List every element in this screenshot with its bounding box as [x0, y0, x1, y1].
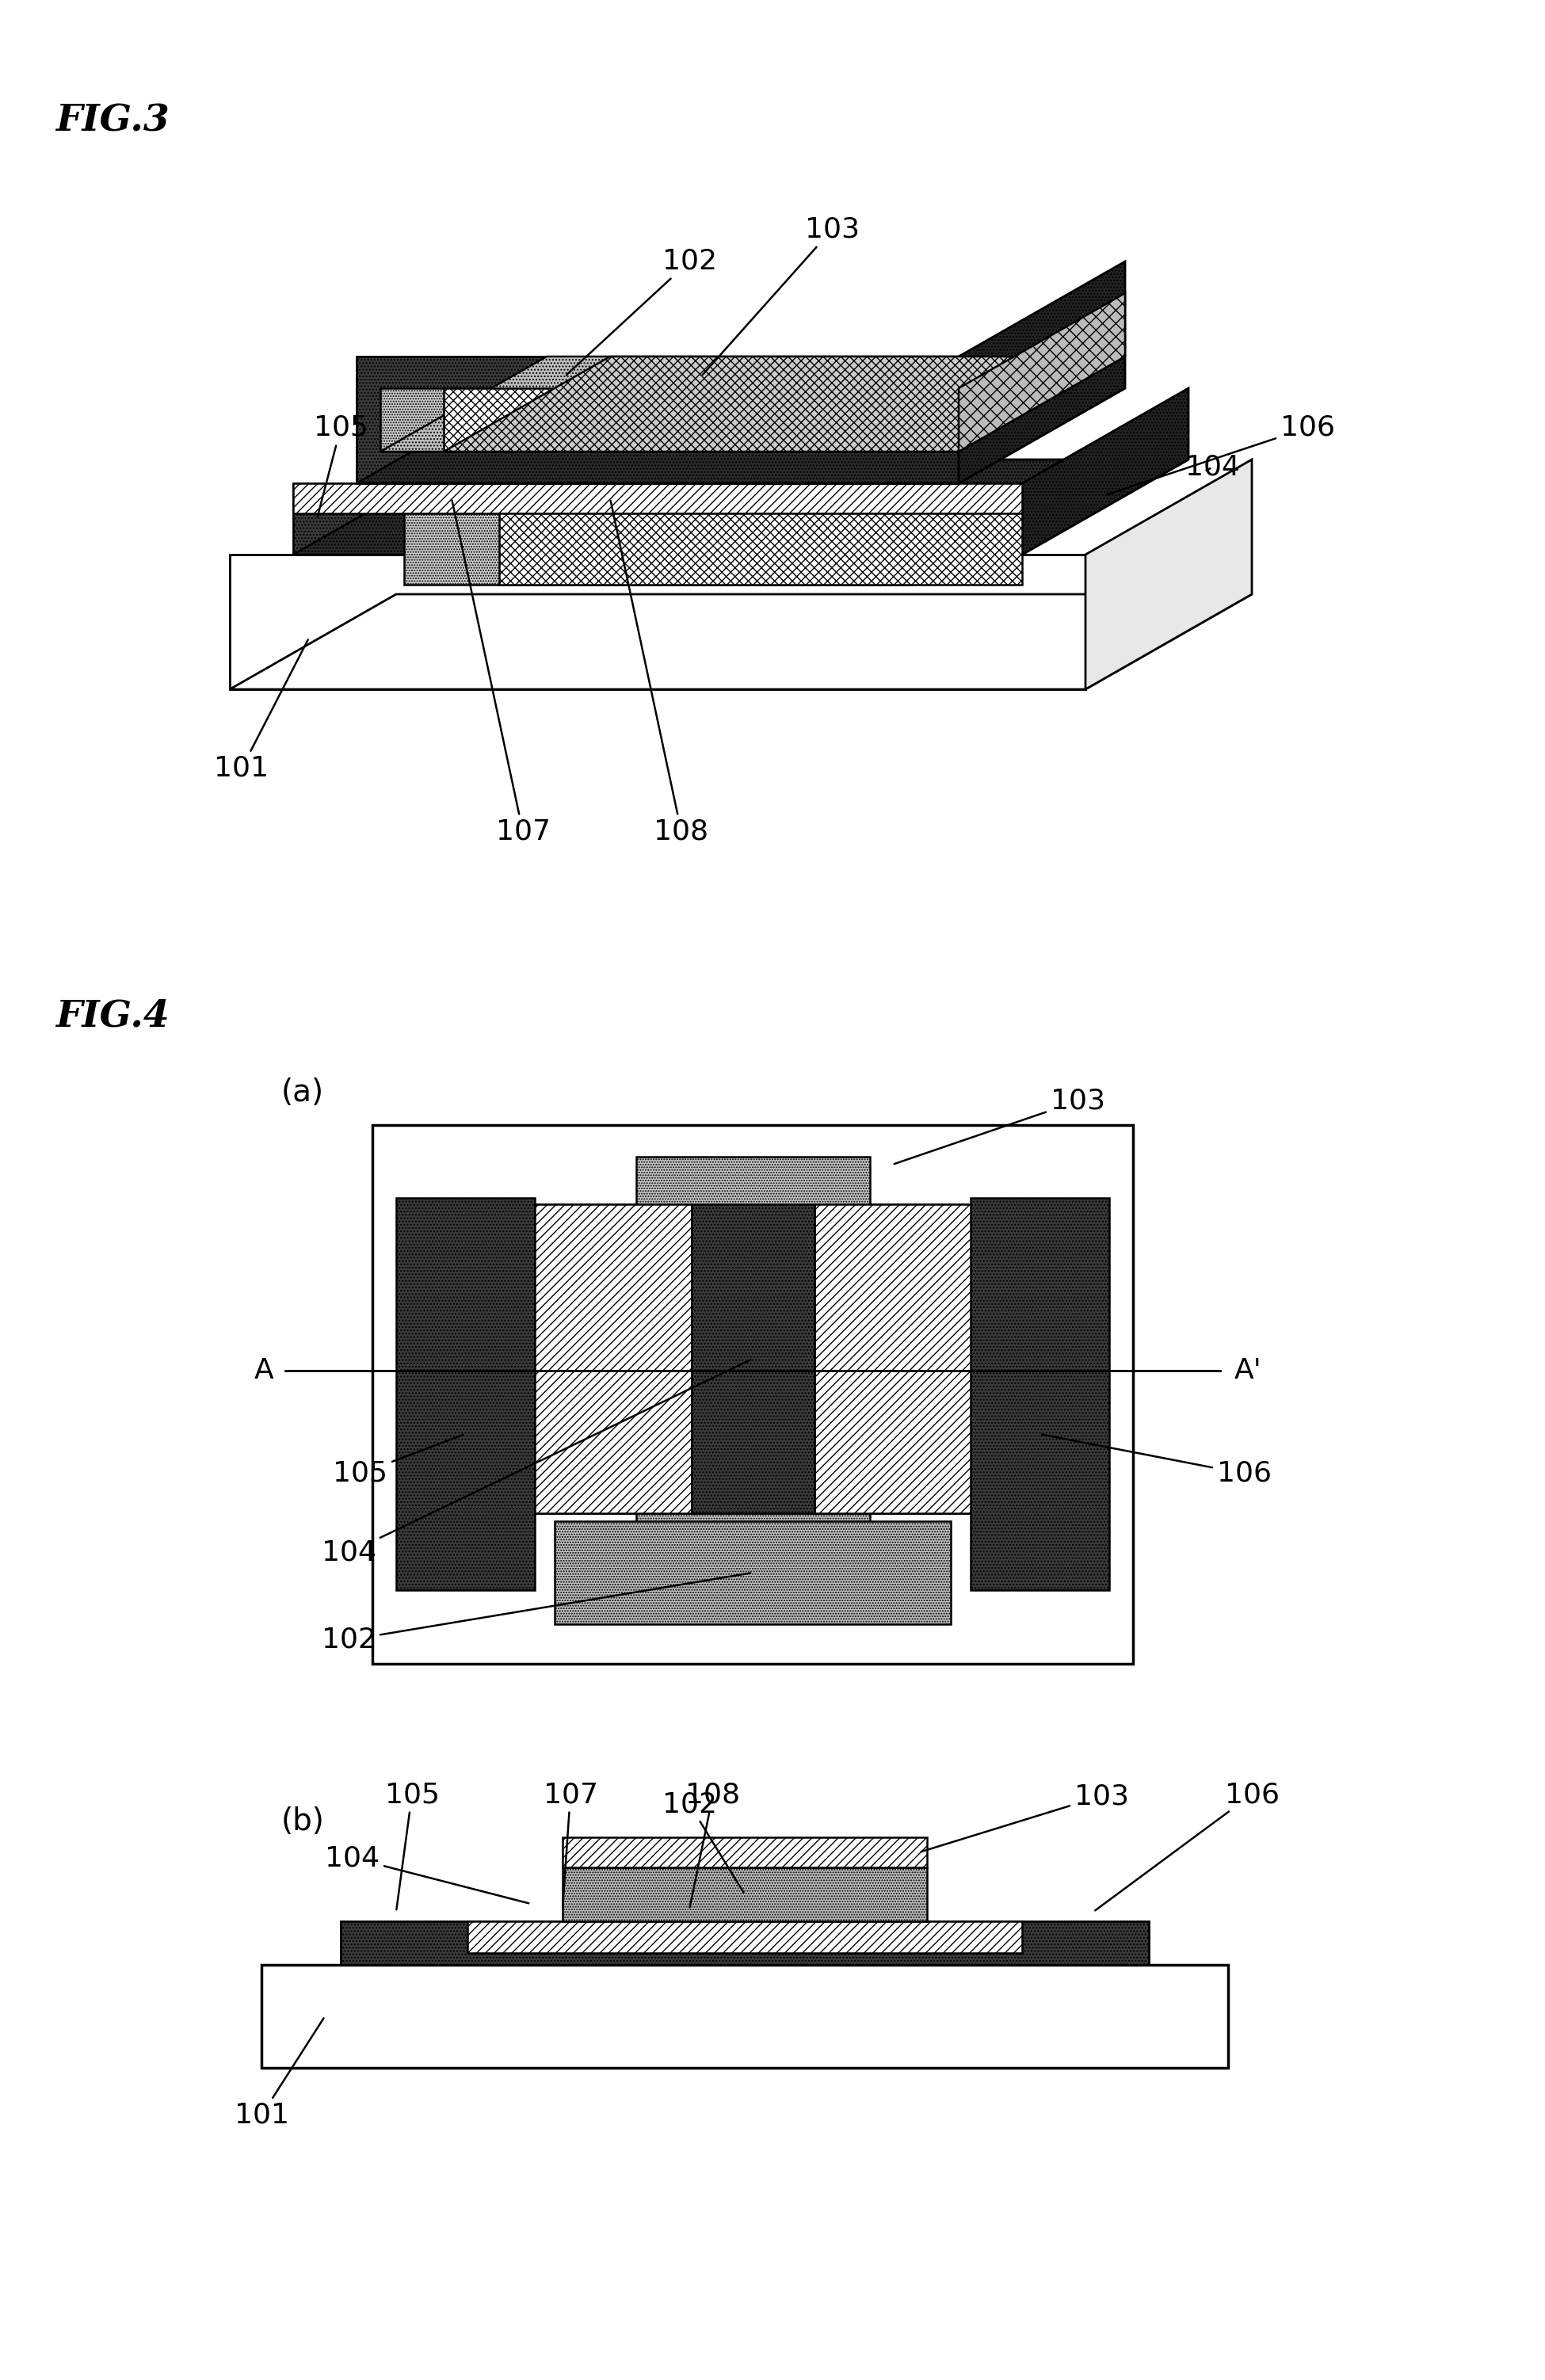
Polygon shape [357, 388, 1125, 483]
Text: 105: 105 [334, 1435, 464, 1488]
Polygon shape [959, 262, 1125, 483]
Text: 108: 108 [610, 500, 709, 845]
Bar [372, 1126, 1132, 1664]
Polygon shape [405, 514, 912, 585]
Bar [814, 1204, 970, 1514]
Polygon shape [294, 459, 1188, 555]
Text: 101: 101 [215, 640, 307, 783]
Polygon shape [499, 514, 1023, 585]
Text: 103: 103 [921, 1783, 1129, 1852]
Text: 101: 101 [235, 2018, 323, 2128]
Text: 105: 105 [314, 414, 368, 516]
Text: 104: 104 [321, 1359, 751, 1566]
Text: 102: 102 [321, 1573, 751, 1654]
Text: 107: 107 [544, 1780, 598, 1906]
Bar [555, 1521, 950, 1623]
Text: 105: 105 [385, 1780, 439, 1909]
Text: 108: 108 [686, 1780, 740, 1906]
Polygon shape [230, 595, 1251, 690]
Text: 107: 107 [453, 500, 550, 845]
Polygon shape [443, 357, 1125, 452]
Text: FIG.4: FIG.4 [56, 997, 170, 1035]
Bar [637, 1157, 870, 1528]
Bar [692, 1204, 814, 1514]
Bar [396, 1197, 535, 1590]
Text: (a): (a) [281, 1078, 324, 1107]
Text: 106: 106 [1041, 1435, 1272, 1488]
Text: FIG.3: FIG.3 [56, 102, 170, 140]
Bar [970, 1197, 1109, 1590]
Bar [562, 1837, 927, 1868]
Text: A: A [253, 1357, 273, 1385]
Text: 104: 104 [326, 1844, 528, 1904]
Bar [562, 1868, 927, 1921]
Polygon shape [380, 388, 935, 452]
Polygon shape [294, 483, 1023, 514]
Text: 102: 102 [661, 1790, 743, 1892]
Bar [535, 1204, 692, 1514]
Bar [535, 1204, 692, 1514]
Text: 103: 103 [895, 1088, 1105, 1164]
Text: 102: 102 [567, 248, 717, 374]
Text: 103: 103 [703, 217, 859, 374]
Polygon shape [357, 357, 959, 483]
Text: (b): (b) [281, 1806, 324, 1837]
Polygon shape [1086, 459, 1251, 690]
Text: 104: 104 [1185, 455, 1239, 481]
Polygon shape [443, 388, 959, 452]
Bar [692, 1204, 814, 1514]
Polygon shape [230, 555, 1086, 690]
Bar [261, 1966, 1228, 2068]
Text: 106: 106 [1095, 1780, 1279, 1911]
Bar [468, 1921, 1023, 1954]
Polygon shape [294, 483, 1023, 555]
Bar [341, 1921, 1149, 1966]
Text: 106: 106 [1108, 414, 1335, 495]
Polygon shape [959, 293, 1125, 452]
Text: A': A' [1234, 1357, 1262, 1385]
Polygon shape [380, 357, 1102, 452]
Polygon shape [1023, 388, 1188, 555]
Bar [814, 1204, 970, 1514]
